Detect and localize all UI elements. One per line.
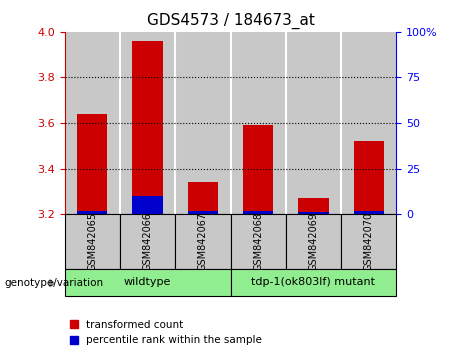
Bar [243,125,273,214]
Bar [132,41,163,214]
Text: GSM842070: GSM842070 [364,212,374,271]
Text: tdp-1(ok803lf) mutant: tdp-1(ok803lf) mutant [252,277,375,287]
Bar [175,32,230,214]
FancyBboxPatch shape [65,214,120,269]
Bar [77,114,107,214]
Legend: transformed count, percentile rank within the sample: transformed count, percentile rank withi… [70,320,262,345]
Bar [65,32,120,214]
FancyBboxPatch shape [341,214,396,269]
Text: wildtype: wildtype [124,277,171,287]
Bar [286,32,341,214]
Bar [341,32,396,214]
Text: GSM842065: GSM842065 [87,212,97,271]
Text: genotype/variation: genotype/variation [5,278,104,288]
Bar [243,211,273,214]
Bar [120,32,175,214]
Bar [230,32,286,214]
FancyBboxPatch shape [65,269,230,296]
Bar [188,182,218,214]
FancyBboxPatch shape [175,214,230,269]
Bar [354,211,384,214]
Text: GSM842067: GSM842067 [198,212,208,271]
Bar [298,212,329,214]
Bar [298,198,329,214]
Text: GSM842068: GSM842068 [253,212,263,271]
Title: GDS4573 / 184673_at: GDS4573 / 184673_at [147,13,314,29]
Polygon shape [50,280,54,287]
FancyBboxPatch shape [230,269,396,296]
Text: GSM842069: GSM842069 [308,212,319,271]
Bar [132,196,163,214]
Bar [354,141,384,214]
Bar [77,211,107,214]
FancyBboxPatch shape [286,214,341,269]
Text: GSM842066: GSM842066 [142,212,153,271]
FancyBboxPatch shape [120,214,175,269]
Bar [188,211,218,214]
FancyBboxPatch shape [230,214,286,269]
